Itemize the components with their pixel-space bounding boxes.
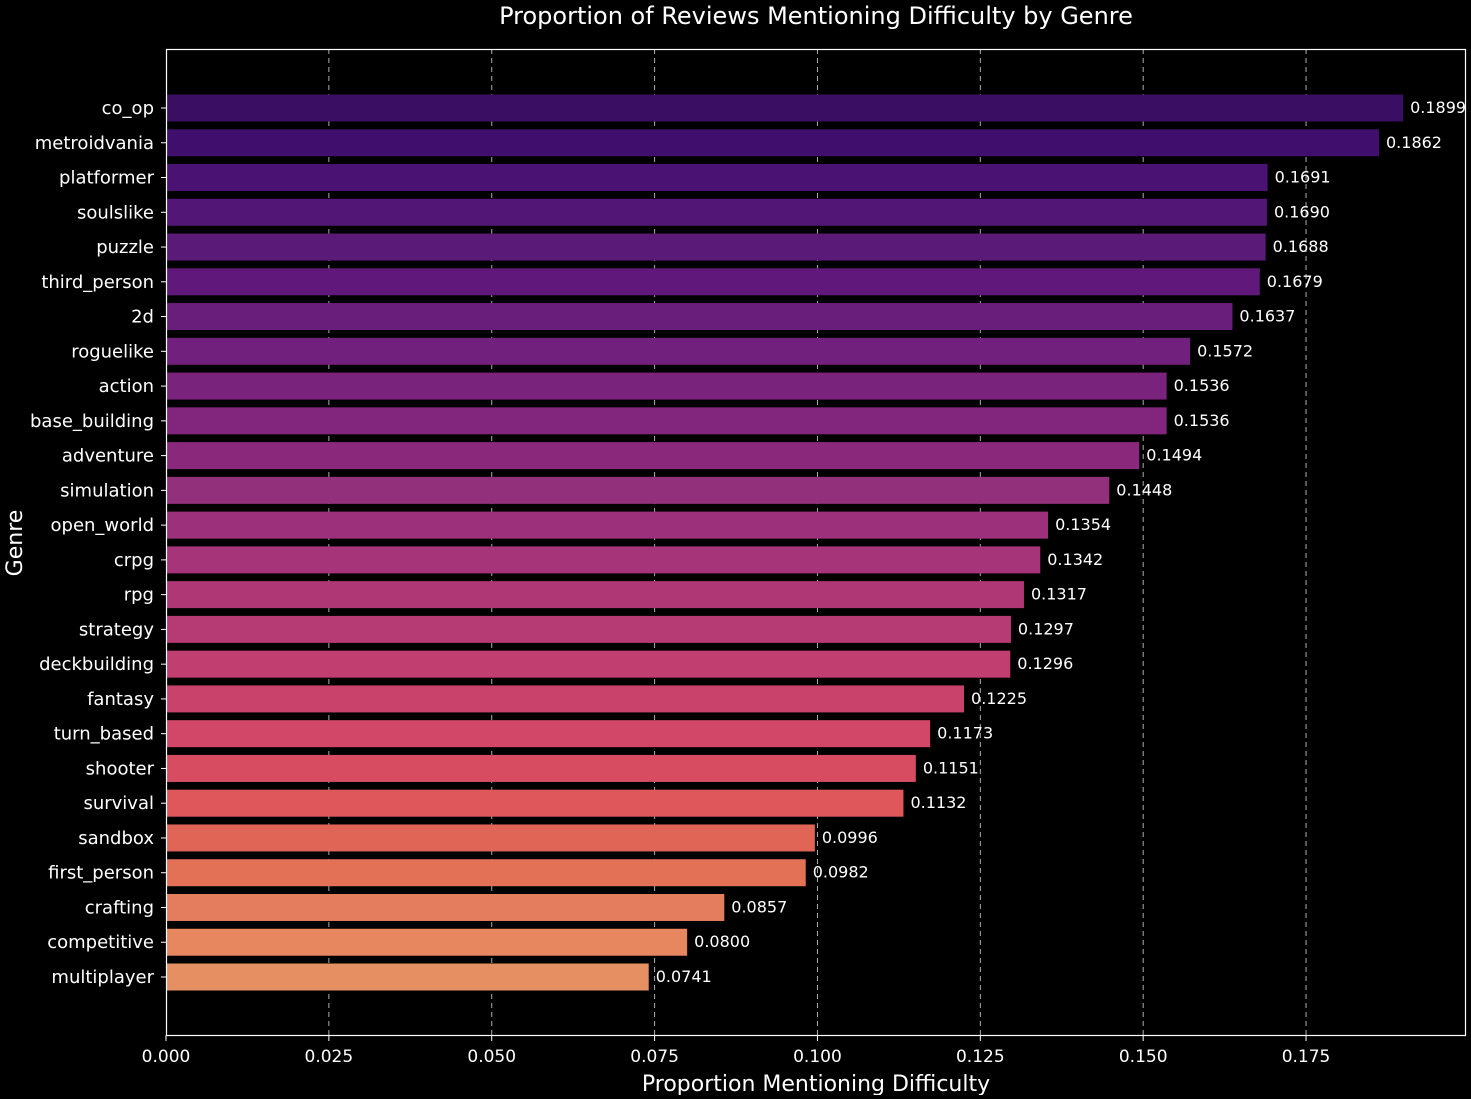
bar <box>166 233 1266 261</box>
y-tick-label: first_person <box>48 863 154 884</box>
data-label: 0.1536 <box>1174 376 1230 395</box>
bar <box>166 129 1380 157</box>
y-tick-label: competitive <box>47 932 154 953</box>
data-label: 0.0741 <box>656 967 712 986</box>
plot-frame <box>165 48 1467 1037</box>
data-label: 0.1690 <box>1274 202 1330 221</box>
y-tick-label: soulslike <box>77 202 154 223</box>
data-label: 0.0800 <box>694 932 750 951</box>
data-label: 0.1494 <box>1146 446 1202 465</box>
bar <box>166 859 806 887</box>
bar <box>166 476 1110 504</box>
bar <box>166 754 916 782</box>
y-tick-label: shooter <box>86 758 155 779</box>
y-tick-label: 2d <box>131 307 154 328</box>
y-tick-label: adventure <box>62 446 154 467</box>
x-tick-label: 0.050 <box>467 1047 516 1067</box>
y-tick-label: platformer <box>59 168 155 189</box>
value-labels: 0.1899 0.1862 0.1691 0.1690 0.1688 0.1679 0.16… <box>656 98 1466 986</box>
bars <box>166 94 1404 991</box>
x-tick-label: 0.000 <box>142 1047 191 1067</box>
y-axis-label: Genre <box>3 510 28 577</box>
y-tick-label: action <box>99 376 154 397</box>
y-tick-label: strategy <box>79 619 154 640</box>
x-axis-ticks: 0.000 0.025 0.050 0.075 0.100 0.125 0.150 0.175 <box>142 1035 1331 1067</box>
x-tick-label: 0.075 <box>630 1047 679 1067</box>
data-label: 0.1688 <box>1273 237 1329 256</box>
y-tick-label: open_world <box>51 515 154 536</box>
bar <box>166 963 649 991</box>
data-label: 0.1132 <box>910 793 966 812</box>
bar <box>166 615 1011 643</box>
bar <box>166 372 1167 400</box>
bar <box>166 407 1167 435</box>
bar <box>166 164 1268 192</box>
data-label: 0.1297 <box>1018 619 1074 638</box>
bar <box>166 581 1024 609</box>
y-tick-label: base_building <box>30 411 154 432</box>
bar <box>166 824 815 852</box>
y-tick-label: crafting <box>85 897 154 918</box>
x-tick-label: 0.025 <box>305 1047 354 1067</box>
bar <box>166 928 688 956</box>
data-label: 0.1637 <box>1239 307 1295 326</box>
y-tick-label: deckbuilding <box>39 654 154 675</box>
y-tick-label: rpg <box>124 585 154 606</box>
data-label: 0.1354 <box>1055 515 1111 534</box>
y-tick-label: third_person <box>41 272 154 293</box>
x-tick-label: 0.175 <box>1282 1047 1331 1067</box>
y-tick-label: metroidvania <box>35 133 154 154</box>
grid-lines <box>328 49 1307 1035</box>
x-tick-label: 0.100 <box>793 1047 842 1067</box>
bar <box>166 546 1041 574</box>
data-label: 0.1862 <box>1386 133 1442 152</box>
bar <box>166 442 1140 470</box>
y-tick-label: survival <box>83 793 154 814</box>
bar <box>166 720 931 748</box>
bar <box>166 685 965 713</box>
bar <box>166 650 1011 678</box>
y-tick-label: fantasy <box>87 689 154 710</box>
data-label: 0.0982 <box>813 863 869 882</box>
data-label: 0.1342 <box>1047 550 1103 569</box>
bar <box>166 198 1267 226</box>
x-axis-label: Proportion Mentioning Difficulty <box>642 1072 990 1095</box>
data-label: 0.0857 <box>731 897 787 916</box>
bar <box>166 893 725 921</box>
data-label: 0.1317 <box>1031 585 1087 604</box>
y-tick-label: crpg <box>114 550 154 571</box>
y-tick-label: turn_based <box>54 724 154 745</box>
data-label: 0.1151 <box>923 758 979 777</box>
y-tick-label: sandbox <box>78 828 154 849</box>
data-label: 0.1691 <box>1275 168 1331 187</box>
bar <box>166 303 1233 331</box>
data-label: 0.1536 <box>1174 411 1230 430</box>
x-tick-label: 0.150 <box>1119 1047 1168 1067</box>
data-label: 0.1448 <box>1116 480 1172 499</box>
y-tick-label: co_op <box>102 98 154 119</box>
data-label: 0.1899 <box>1410 98 1466 117</box>
bar <box>166 94 1404 122</box>
data-label: 0.1296 <box>1017 654 1073 673</box>
data-label: 0.1679 <box>1267 272 1323 291</box>
y-tick-label: puzzle <box>96 237 154 258</box>
bar <box>166 268 1260 296</box>
y-axis-tick-labels: co_op metroidvania platformer soulslike puzz… <box>30 98 166 988</box>
y-tick-label: roguelike <box>71 341 154 362</box>
y-tick-label: simulation <box>60 480 154 501</box>
bar <box>166 337 1191 365</box>
bar <box>166 789 904 817</box>
chart-title: Proportion of Reviews Mentioning Difficu… <box>499 2 1133 30</box>
data-label: 0.1225 <box>971 689 1027 708</box>
x-tick-label: 0.125 <box>956 1047 1005 1067</box>
bar <box>166 511 1049 539</box>
data-label: 0.1173 <box>937 724 993 743</box>
data-label: 0.0996 <box>822 828 878 847</box>
data-label: 0.1572 <box>1197 341 1253 360</box>
y-tick-label: multiplayer <box>51 967 154 988</box>
